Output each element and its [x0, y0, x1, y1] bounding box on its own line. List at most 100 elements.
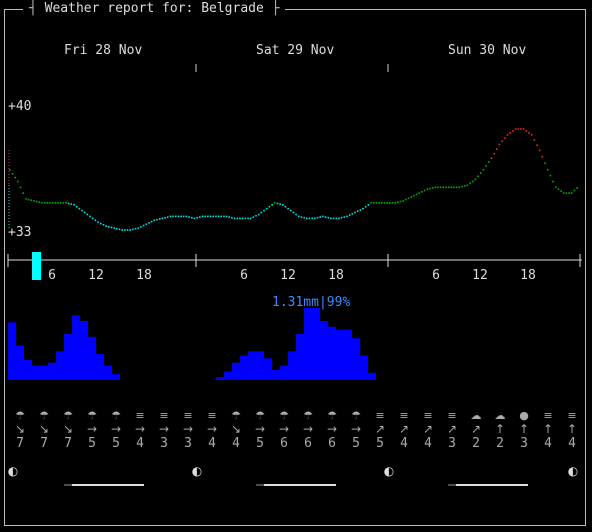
rain-icon: ☂ — [111, 409, 121, 422]
window-title: ┤ Weather report for: Belgrade ├ — [23, 0, 286, 18]
moon-phase-icon: ◐ — [8, 464, 18, 478]
temperature-point — [273, 202, 276, 204]
precipitation-bar — [232, 362, 240, 380]
precipitation-bar — [112, 374, 120, 380]
temperature-point — [265, 207, 268, 210]
temperature-point — [348, 214, 351, 216]
temperature-point — [121, 229, 123, 231]
temperature-point — [201, 215, 204, 218]
temperature-point — [30, 199, 32, 201]
mist-icon: ≡ — [375, 409, 384, 422]
temperature-point — [407, 197, 410, 200]
temperature-point — [415, 193, 418, 196]
temperature-point — [73, 204, 75, 206]
temperature-point — [182, 215, 185, 218]
temperature-point — [290, 209, 292, 212]
temperature-point — [445, 186, 447, 189]
temperature-point — [496, 148, 498, 150]
hour-tick-label: 6 — [432, 268, 440, 283]
temperature-point — [421, 191, 423, 193]
temperature-point — [249, 217, 252, 220]
temperature-point — [327, 216, 330, 219]
precipitation-bar — [80, 321, 88, 380]
precipitation-bar — [248, 351, 256, 380]
temperature-point — [166, 216, 169, 218]
moon-phase-icon: ◐ — [568, 464, 578, 478]
precipitation-bar — [72, 315, 80, 380]
temperature-point — [506, 134, 509, 136]
temperature-point — [132, 228, 134, 231]
moon-phase-icon: ◐ — [192, 464, 202, 478]
temperature-point — [413, 194, 415, 197]
temperature-point — [164, 216, 166, 219]
temperature-point — [116, 227, 118, 230]
temperature-point — [134, 227, 137, 230]
temperature-point — [22, 192, 24, 194]
temperature-point — [89, 215, 91, 218]
rain-icon: ☂ — [39, 409, 49, 422]
wind-direction-icon: ↑ — [519, 422, 529, 436]
wind-direction-icon: → — [303, 422, 313, 436]
hour-tick-label: 12 — [88, 268, 104, 283]
precipitation-bar — [24, 359, 32, 380]
precipitation-bar — [288, 351, 296, 380]
temperature-point — [51, 202, 54, 204]
wind-speed-label: 7 — [64, 436, 72, 451]
wind-speed-label: 4 — [208, 436, 216, 451]
temperature-point — [458, 186, 461, 189]
temperature-point — [552, 180, 554, 183]
temperature-point — [308, 217, 311, 220]
temperature-point — [282, 204, 284, 206]
wind-speed-label: 5 — [256, 436, 264, 451]
day-label-fri: Fri 28 Nov — [64, 43, 143, 58]
temperature-point — [525, 130, 528, 132]
precipitation-bar — [352, 338, 360, 380]
temperature-point — [405, 198, 407, 201]
temperature-point — [378, 202, 380, 204]
temperature-point — [137, 227, 140, 229]
temperature-point — [493, 152, 495, 155]
temperature-point — [231, 216, 233, 219]
precipitation-bar — [224, 371, 232, 380]
temperature-point — [161, 217, 164, 220]
temp-min-label: +33 — [8, 225, 32, 240]
precipitation-bar — [368, 372, 376, 380]
temperature-point — [27, 198, 30, 201]
precipitation-bar — [336, 329, 344, 380]
temperature-point — [514, 128, 517, 130]
temperature-point — [279, 203, 281, 205]
temp-max-label: +40 — [8, 99, 32, 114]
temperature-point — [330, 217, 332, 220]
temperature-point — [62, 202, 65, 204]
temperature-point — [303, 216, 305, 219]
temperature-point — [389, 202, 391, 204]
temperature-point — [19, 186, 22, 189]
temperature-point — [541, 156, 544, 158]
wind-speed-label: 5 — [376, 436, 384, 451]
rain-icon: ☂ — [351, 409, 361, 422]
wind-speed-label: 3 — [520, 436, 528, 451]
wind-direction-icon: ↗ — [471, 422, 481, 436]
mist-icon: ≡ — [135, 409, 144, 422]
current-time-marker — [32, 252, 41, 280]
temperature-point — [399, 200, 402, 203]
temperature-point — [504, 137, 506, 139]
temperature-point — [191, 216, 193, 219]
temperature-point — [67, 202, 70, 205]
wind-direction-icon: ↗ — [423, 422, 433, 436]
temperature-point — [118, 228, 121, 231]
cloud-icon: ☁ — [495, 409, 506, 422]
temperature-point — [223, 215, 225, 218]
precip-summary: 1.31mm|99% — [272, 295, 351, 310]
wind-speed-label: 4 — [424, 436, 432, 451]
temperature-point — [311, 217, 313, 220]
temperature-point — [204, 215, 206, 218]
precipitation-bar — [304, 308, 312, 380]
precipitation-bar — [328, 326, 336, 380]
temperature-point — [455, 186, 458, 189]
temperature-point — [97, 221, 99, 224]
temperature-point — [17, 180, 19, 183]
temperature-point — [140, 226, 142, 228]
wind-direction-icon: ↑ — [567, 422, 577, 436]
temperature-point — [498, 143, 501, 146]
